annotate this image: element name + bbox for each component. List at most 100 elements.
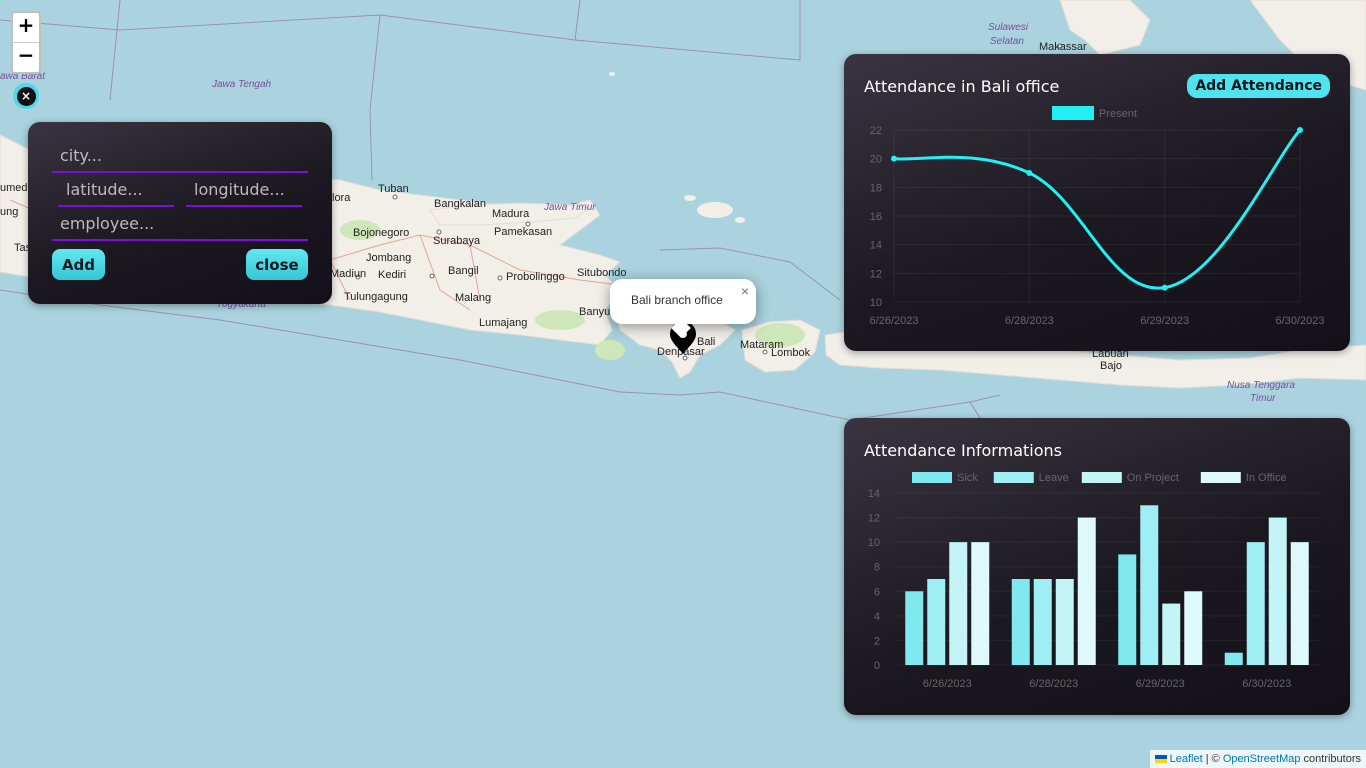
attribution-separator: | © — [1202, 753, 1223, 765]
bar-sick[interactable] — [1224, 652, 1243, 665]
map-attribution: Leaflet | © OpenStreetMap contributors — [1149, 750, 1366, 768]
data-point[interactable] — [1161, 284, 1168, 291]
map-label: Surabaya — [433, 235, 481, 247]
legend-swatch — [993, 472, 1034, 483]
x-tick-label: 6/30/2023 — [1276, 315, 1325, 327]
map-label: Makassar — [1039, 41, 1087, 53]
add-attendance-button[interactable]: Add Attendance — [1187, 74, 1330, 98]
add-office-form: city... latitude... longitude... employe… — [28, 122, 332, 304]
y-tick-label: 6 — [874, 586, 880, 598]
y-tick-label: 2 — [874, 635, 880, 647]
y-tick-label: 8 — [874, 562, 880, 574]
bar-leave[interactable] — [927, 579, 946, 665]
map-label: Pamekasan — [494, 226, 552, 238]
map-label: awa Barat — [0, 71, 46, 82]
line-panel-title: Attendance in Bali office — [864, 77, 1060, 96]
y-tick-label: 14 — [870, 240, 882, 252]
map-label: Madura — [492, 208, 530, 220]
zoom-out-button[interactable]: − — [13, 42, 39, 72]
province-boundaries — [0, 0, 1001, 421]
bar-on-project[interactable] — [1268, 517, 1287, 665]
attendance-bar-chart: 14 12 10 8 6 4 2 0 6/26/2023 6/28/2023 6/29/2023 6/… — [868, 472, 1320, 690]
y-tick-label: 22 — [870, 125, 882, 137]
data-point[interactable] — [891, 155, 897, 162]
bar-sick[interactable] — [1011, 579, 1030, 665]
zoom-control: + − — [11, 11, 41, 74]
map-label: Yogyakarta — [216, 299, 266, 310]
map-label: Timur — [1250, 393, 1276, 404]
bar-on-project[interactable] — [949, 542, 968, 665]
legend-label: Leave — [1039, 472, 1069, 484]
popup-text: Bali branch office — [631, 293, 723, 307]
map-label: Jombang — [366, 252, 411, 264]
map-label: Bajo — [1100, 360, 1122, 372]
legend-label: Sick — [957, 472, 978, 484]
osm-link[interactable]: OpenStreetMap — [1222, 753, 1301, 765]
bar-leave[interactable] — [1246, 542, 1265, 665]
popup-close-button[interactable]: × — [740, 283, 749, 299]
y-tick-label: 10 — [870, 297, 882, 309]
ukraine-flag-icon — [1154, 755, 1167, 764]
y-tick-label: 14 — [868, 488, 880, 500]
bar-in-office[interactable] — [1290, 542, 1309, 665]
map-label: Tas — [14, 242, 32, 254]
add-button[interactable]: Add — [52, 249, 105, 280]
map-label: Selatan — [990, 36, 1024, 47]
map-label: Bali — [697, 336, 715, 348]
y-tick-label: 0 — [874, 660, 880, 672]
map-label: Labuan — [1092, 348, 1129, 360]
map-label: Probolinggo — [506, 271, 565, 283]
employee-input[interactable]: employee... — [52, 214, 308, 241]
legend-label: On Project — [1127, 472, 1179, 484]
y-tick-label: 10 — [868, 537, 880, 549]
legend-swatch-present — [1052, 106, 1094, 120]
map-label: Bangkalan — [434, 198, 486, 210]
data-point[interactable] — [1297, 127, 1303, 133]
legend-label: In Office — [1246, 472, 1287, 484]
close-form-toggle[interactable]: × — [13, 83, 39, 109]
map-label: Lumajang — [479, 317, 527, 329]
zoom-in-button[interactable]: + — [17, 13, 35, 37]
attendance-bar-panel: Attendance Informations 14 12 10 8 6 4 2 0 6/26/… — [844, 418, 1350, 715]
y-tick-label: 12 — [868, 513, 880, 525]
bar-in-office[interactable] — [1184, 591, 1203, 665]
bar-on-project[interactable] — [1162, 603, 1181, 665]
road-network — [9, 199, 621, 311]
x-tick-label: 6/30/2023 — [1242, 678, 1291, 690]
legend-label-present: Present — [1099, 108, 1137, 120]
y-tick-label: 4 — [874, 611, 880, 623]
map-label: Sulawesi — [988, 22, 1029, 33]
map-label: lora — [332, 192, 351, 204]
series-line-present — [893, 129, 1302, 290]
bar-leave[interactable] — [1140, 505, 1159, 665]
attendance-line-panel: Attendance in Bali office Add Attendance… — [844, 54, 1350, 351]
map-label: Bojonegoro — [353, 227, 409, 239]
map-label: Madiun — [330, 268, 366, 280]
map-label: Lombok — [771, 347, 811, 359]
bar-leave[interactable] — [1033, 579, 1052, 665]
bar-sick[interactable] — [905, 591, 924, 665]
longitude-input[interactable]: longitude... — [186, 180, 302, 207]
bar-sick[interactable] — [1118, 554, 1137, 665]
map-label: Banyu — [579, 306, 610, 318]
x-tick-label: 6/26/2023 — [923, 678, 972, 690]
latitude-input[interactable]: latitude... — [58, 180, 174, 207]
x-tick-label: 6/29/2023 — [1136, 678, 1185, 690]
attendance-line-chart: 22 20 18 16 14 12 10 6/26/2023 6/28/2023 6/29/202… — [870, 106, 1325, 327]
map-label: Situbondo — [577, 267, 627, 279]
data-point[interactable] — [1026, 170, 1033, 176]
bar-in-office[interactable] — [971, 542, 990, 665]
close-button[interactable]: close — [246, 249, 308, 280]
leaflet-link[interactable]: Leaflet — [1169, 753, 1203, 765]
bar-panel-title: Attendance Informations — [864, 441, 1062, 460]
map-label: ung — [0, 206, 18, 218]
legend-swatch — [912, 472, 952, 483]
city-input[interactable]: city... — [52, 146, 308, 173]
y-tick-label: 18 — [870, 182, 882, 194]
y-tick-label: 16 — [870, 211, 882, 223]
map-label: Tulungagung — [344, 291, 408, 303]
map-label: Denpasar — [657, 346, 705, 358]
bar-on-project[interactable] — [1055, 579, 1074, 665]
x-tick-label: 6/29/2023 — [1140, 315, 1189, 327]
bar-in-office[interactable] — [1077, 517, 1096, 665]
